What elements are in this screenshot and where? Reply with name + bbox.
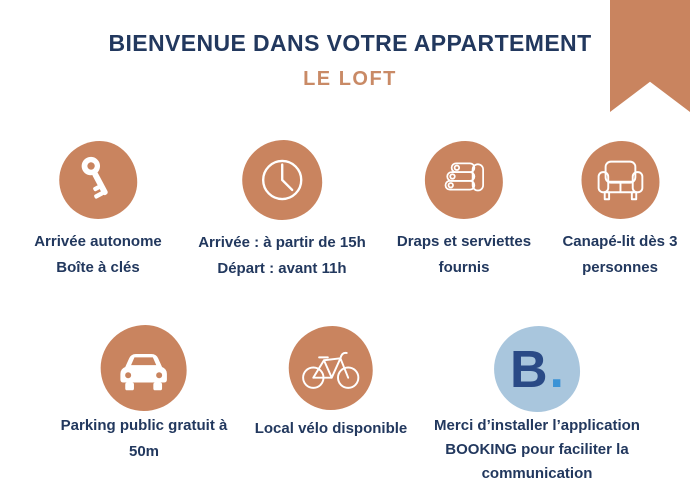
page-title: BIENVENUE DANS VOTRE APPARTEMENT [108,30,592,56]
label-line: Canapé-lit dès 3 [562,233,678,250]
feature-parking: Parking public gratuit à 50m [61,325,228,465]
label-line: Draps et serviettes [396,233,532,250]
label-line: fournis [438,259,490,276]
feature-sofa-bed: Canapé-lit dès 3 personnes [562,141,678,281]
booking-dot: . [549,341,564,399]
towels-icon [425,141,503,219]
page-subtitle: LE LOFT [303,68,397,90]
label-line: Parking public gratuit à [60,417,228,434]
label-line: Arrivée : à partir de 15h [198,234,366,251]
label-line: Arrivée autonome [34,233,162,250]
label-line: Boîte à clés [56,259,140,276]
feature-label: Arrivée autonome Boîte à clés [34,229,162,281]
feature-label: Parking public gratuit à 50m [61,413,228,465]
key-icon [58,141,137,219]
feature-self-checkin: Arrivée autonome Boîte à clés [34,141,162,281]
label-line: BOOKING pour faciliter la [445,441,629,458]
bicycle-icon [289,326,373,410]
clock-icon [241,140,322,220]
feature-linens: Draps et serviettes fournis [397,141,531,281]
feature-label: Draps et serviettes fournis [397,229,531,281]
feature-checkin-times: Arrivée : à partir de 15h Départ : avant… [198,140,366,282]
label-line: 50m [128,443,160,460]
sofa-icon [580,141,659,219]
label-line: Local vélo disponible [254,420,408,437]
feature-label: Canapé-lit dès 3 personnes [562,229,677,281]
feature-bike-storage: Local vélo disponible [255,326,408,442]
booking-logo-text: B . [510,342,564,396]
feature-booking-app: B . Merci d’installer l’application BOOK… [434,326,640,486]
booking-b: B [509,341,548,399]
label-line: personnes [582,259,658,276]
booking-logo: B . [493,326,580,412]
label-line: Départ : avant 11h [217,260,347,277]
feature-label: Arrivée : à partir de 15h Départ : avant… [198,230,366,282]
label-line: communication [481,465,593,482]
feature-label: Local vélo disponible [255,416,408,442]
car-icon [100,325,187,411]
label-line: Merci d’installer l’application [434,417,640,434]
feature-label: Merci d’installer l’application BOOKING … [434,414,640,486]
